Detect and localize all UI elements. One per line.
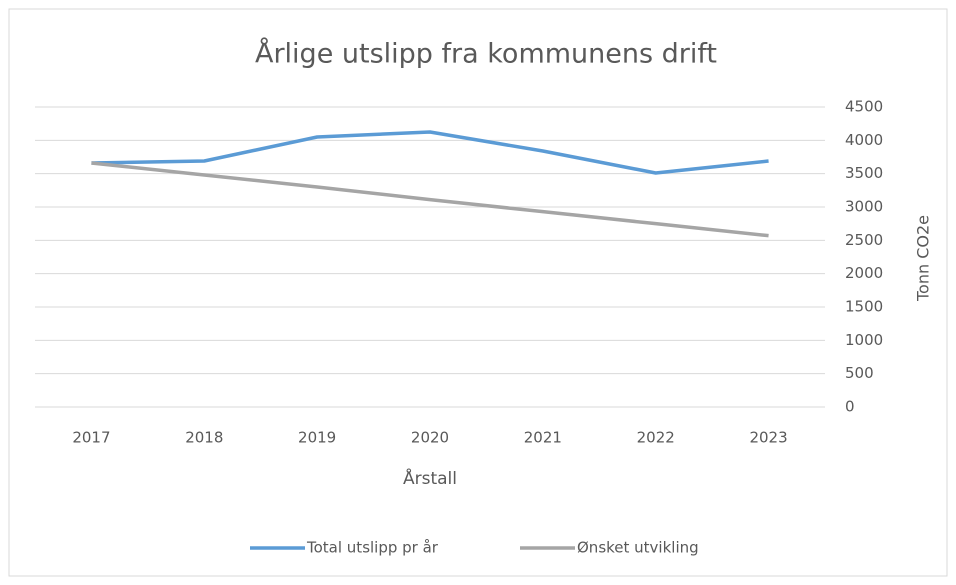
x-tick-label: 2017 bbox=[72, 429, 110, 447]
y-tick-label: 4000 bbox=[845, 131, 883, 149]
x-axis-title: Årstall bbox=[403, 467, 457, 489]
x-tick-label: 2019 bbox=[298, 429, 336, 447]
y-tick-label: 4500 bbox=[845, 98, 883, 116]
legend-label: Total utslipp pr år bbox=[306, 539, 439, 557]
legend-label: Ønsket utvikling bbox=[577, 539, 699, 557]
x-tick-label: 2021 bbox=[524, 429, 562, 447]
y-tick-label: 3000 bbox=[845, 198, 883, 216]
x-tick-label: 2023 bbox=[749, 429, 787, 447]
y-tick-label: 3500 bbox=[845, 164, 883, 182]
y-tick-label: 1500 bbox=[845, 298, 883, 316]
y-axis-title: Tonn CO2e bbox=[914, 215, 933, 302]
y-tick-label: 0 bbox=[845, 398, 855, 416]
y-tick-label: 2000 bbox=[845, 264, 883, 282]
data-line bbox=[91, 161, 769, 238]
data-line bbox=[91, 130, 769, 175]
chart-border bbox=[8, 8, 948, 577]
y-tick-label: 1000 bbox=[845, 331, 883, 349]
x-tick-label: 2020 bbox=[411, 429, 449, 447]
y-tick-label: 2500 bbox=[845, 231, 883, 249]
y-tick-label: 500 bbox=[845, 364, 874, 382]
x-tick-label: 2018 bbox=[185, 429, 223, 447]
chart-title: Årlige utslipp fra kommunens drift bbox=[255, 38, 717, 70]
x-tick-label: 2022 bbox=[637, 429, 675, 447]
